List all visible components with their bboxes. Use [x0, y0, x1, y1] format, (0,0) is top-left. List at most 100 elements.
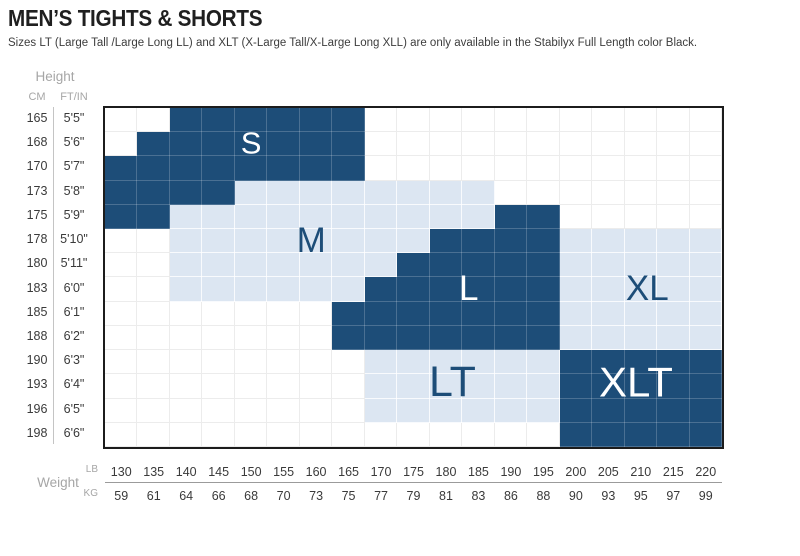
grid-cell — [267, 398, 300, 423]
grid-cell — [234, 253, 268, 278]
grid-cell — [364, 325, 398, 351]
grid-cell — [234, 204, 268, 230]
grid-cell — [624, 301, 658, 326]
grid-cell — [624, 253, 658, 278]
grid-cell — [397, 204, 430, 230]
grid-cell — [657, 253, 690, 278]
grid-cell — [105, 229, 138, 254]
grid-cell — [462, 398, 495, 423]
grid-cell — [657, 350, 690, 375]
grid-cell — [559, 325, 593, 351]
grid-cell — [299, 350, 333, 375]
grid-cell — [299, 156, 333, 181]
height-row: 170 5'7" — [0, 154, 103, 178]
weight-axis-divider — [105, 482, 722, 483]
height-row: 175 5'9" — [0, 203, 103, 227]
grid-cell — [559, 422, 593, 447]
grid-cell — [624, 350, 658, 375]
height-ftin-value: 6'3" — [63, 353, 85, 368]
grid-cell — [234, 398, 268, 423]
grid-cell — [559, 108, 593, 133]
height-ftin-value: 6'1" — [63, 304, 85, 319]
grid-cell — [299, 398, 333, 423]
weight-lb-value: 140 — [175, 465, 197, 479]
height-cm-value: 180 — [26, 256, 48, 271]
grid-cell — [332, 422, 365, 447]
grid-cell — [689, 132, 722, 157]
grid-cell — [105, 204, 138, 230]
grid-cell — [462, 301, 495, 326]
grid-cell — [202, 156, 235, 181]
height-ftin-value: 6'2" — [63, 328, 85, 343]
grid-cell — [689, 422, 722, 447]
grid-cell — [332, 374, 365, 399]
grid-cell — [689, 108, 722, 133]
grid-cell — [332, 253, 365, 278]
grid-cell — [105, 350, 138, 375]
grid-cell — [657, 180, 690, 205]
grid-cell — [234, 301, 268, 326]
grid-cell — [592, 422, 625, 447]
grid-cell — [494, 398, 528, 423]
grid-cell — [527, 253, 560, 278]
grid-cell — [429, 180, 463, 205]
height-axis-values: 165 5'5" 168 5'6" 170 5'7" 173 5'8" 175 5'9" 178 5'… — [0, 106, 103, 445]
grid-cell — [137, 350, 170, 375]
grid-cell — [137, 277, 170, 302]
grid-cell — [267, 350, 300, 375]
grid-cell — [592, 301, 625, 326]
height-axis-divider — [53, 107, 54, 444]
grid-cell — [429, 301, 463, 326]
weight-kg-value: 95 — [633, 489, 648, 503]
height-cm-value: 175 — [26, 207, 48, 222]
height-cm-value: 196 — [26, 401, 48, 416]
grid-cell — [169, 180, 203, 205]
grid-cell — [234, 422, 268, 447]
weight-kg-value: 88 — [536, 489, 551, 503]
grid-cell — [169, 374, 203, 399]
grid-cell — [267, 132, 300, 157]
grid-cell — [332, 108, 365, 133]
grid-cell — [494, 156, 528, 181]
grid-cell — [299, 108, 333, 133]
weight-lb-value: 175 — [403, 465, 424, 479]
weight-lb-value: 205 — [597, 465, 619, 479]
grid-cell — [202, 277, 235, 302]
grid-cell — [527, 132, 560, 157]
weight-kg-value: 79 — [406, 489, 421, 503]
height-row: 178 5'10" — [0, 227, 103, 251]
grid-cell — [202, 108, 235, 133]
grid-cell — [559, 156, 593, 181]
height-ftin-value: 5'6" — [63, 135, 85, 150]
grid-cell — [689, 325, 722, 351]
grid-cell — [169, 204, 203, 230]
height-row: 193 6'4" — [0, 372, 103, 396]
grid-cell — [527, 325, 560, 351]
weight-lb-value: 160 — [305, 465, 327, 479]
grid-cell — [462, 277, 495, 302]
grid-cell — [689, 253, 722, 278]
grid-cell — [624, 398, 658, 423]
weight-kg-value: 77 — [374, 489, 388, 503]
height-ftin-value: 5'9" — [63, 207, 85, 222]
grid-cell — [429, 398, 463, 423]
grid-cell — [234, 108, 268, 133]
grid-cell — [657, 204, 690, 230]
grid-cell — [299, 277, 333, 302]
height-cm-value: 193 — [26, 377, 48, 392]
height-ftin-value: 6'4" — [63, 377, 85, 392]
grid-cell — [332, 325, 365, 351]
weight-kg-value: 68 — [244, 489, 259, 503]
grid-cell — [462, 108, 495, 133]
grid-cell — [234, 277, 268, 302]
grid-cell — [462, 156, 495, 181]
grid-cell — [657, 301, 690, 326]
grid-cell — [592, 132, 625, 157]
grid-cell — [397, 229, 430, 254]
grid-cell — [592, 253, 625, 278]
grid-cell — [527, 277, 560, 302]
weight-kg-value: 70 — [276, 489, 291, 503]
grid-cell — [429, 132, 463, 157]
grid-cell — [169, 325, 203, 351]
grid-cell — [592, 325, 625, 351]
